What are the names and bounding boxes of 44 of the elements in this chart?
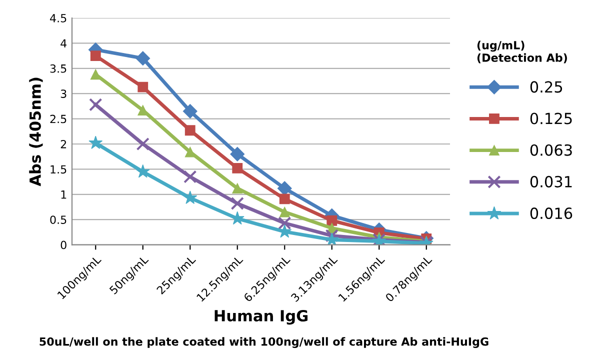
legend-label: 0.016: [530, 208, 572, 220]
y-tick-label: 1: [61, 190, 66, 199]
point: [183, 190, 198, 204]
point: [90, 50, 101, 62]
x-axis-title: Human IgG: [214, 310, 308, 325]
y-tick-label: 1.5: [50, 165, 66, 174]
point: [230, 146, 245, 162]
y-tick-label: 3.5: [50, 64, 66, 73]
y-axis-title: Abs (405nm): [29, 78, 43, 186]
point: [136, 51, 150, 66]
point: [232, 162, 243, 174]
point: [279, 194, 290, 204]
point: [232, 183, 243, 194]
y-tick-label: 4: [60, 39, 67, 48]
point: [277, 181, 292, 196]
point: [138, 82, 148, 92]
point: [230, 196, 244, 210]
text: 50uL/well on the plate coated with 100ng/well of capture Ab anti-HuIgG: [40, 337, 488, 348]
legend-label: 0.125: [530, 112, 572, 124]
y-tick-label: 4.5: [50, 14, 66, 22]
point: [278, 216, 292, 230]
point: [88, 136, 103, 149]
point: [182, 104, 198, 118]
y-tick-label: 2.5: [50, 114, 66, 124]
point: [136, 137, 150, 151]
legend-label: 0.063: [530, 144, 572, 156]
point: [230, 211, 244, 225]
point: [136, 164, 150, 178]
point: [89, 98, 102, 112]
point: [324, 232, 339, 245]
point: [184, 146, 196, 158]
legend-title: (ug/mL) (Detection Ab): [477, 40, 567, 64]
point: [90, 69, 101, 80]
point: [279, 206, 290, 218]
point: [326, 215, 338, 226]
y-tick-label: 3: [60, 90, 66, 98]
y-tick-label: 0.5: [50, 216, 66, 224]
point: [184, 170, 197, 184]
y-tick-label: 0: [60, 240, 66, 250]
point: [184, 125, 196, 136]
point: [325, 229, 338, 242]
legend-label: 0.031: [530, 176, 572, 188]
y-tick-label: 2: [60, 140, 66, 148]
legend-label: 0.25: [530, 81, 562, 93]
